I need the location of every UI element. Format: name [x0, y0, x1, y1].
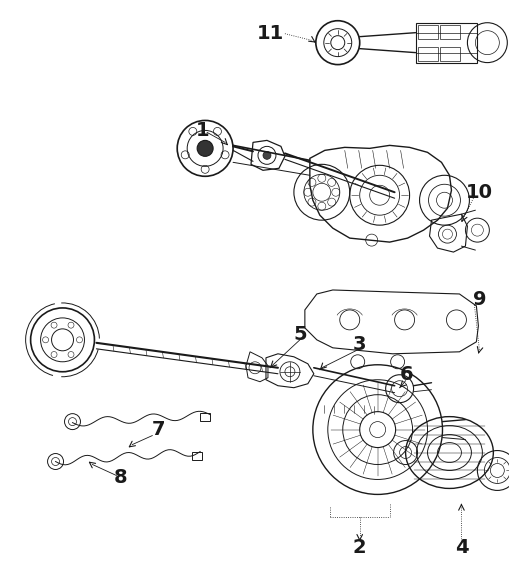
Text: 9: 9 [472, 291, 485, 310]
Text: 8: 8 [114, 468, 127, 487]
Bar [440, 25, 460, 39]
Text: 2: 2 [352, 538, 366, 557]
Text: 1: 1 [195, 121, 209, 140]
Bar [200, 413, 210, 421]
Bar [417, 47, 437, 61]
Bar [192, 452, 202, 459]
Bar [415, 23, 476, 62]
Circle shape [263, 151, 270, 159]
Circle shape [197, 140, 213, 157]
Text: 5: 5 [293, 325, 306, 345]
Bar [440, 47, 460, 61]
Text: 11: 11 [256, 24, 283, 43]
Text: 4: 4 [454, 538, 467, 557]
Text: 6: 6 [399, 365, 413, 384]
Text: 7: 7 [151, 420, 165, 439]
Text: 3: 3 [352, 336, 366, 354]
Bar [417, 25, 437, 39]
Text: 10: 10 [465, 183, 492, 202]
